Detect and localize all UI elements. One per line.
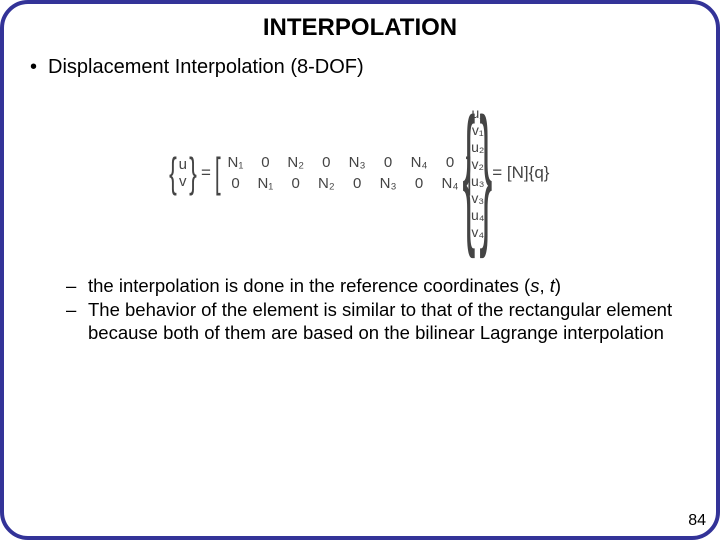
dash-icon: – — [66, 299, 88, 344]
main-bullet: •Displacement Interpolation (8-DOF) — [30, 56, 716, 79]
sub-bullet-1: – the interpolation is done in the refer… — [66, 275, 716, 298]
lhs-u: u — [179, 156, 187, 173]
sub1-post: ) — [555, 275, 561, 296]
equals-sign: = — [201, 163, 211, 183]
sub2-text: The behavior of the element is similar t… — [88, 299, 678, 344]
equation-block: { u v } = [ N₁ 0 N₂ 0 N₃ 0 N₄ 0 — [4, 97, 716, 249]
shape-function-matrix: N₁ 0 N₂ 0 N₃ 0 N₄ 0 0 N₁ 0 N₂ 0 N₃ 0 — [221, 152, 466, 194]
rhs-compact: = [N]{q} — [492, 163, 549, 183]
q-brace-open: { — [463, 97, 476, 249]
slide-title: INTERPOLATION — [4, 14, 716, 42]
bullet-dot: • — [30, 56, 48, 79]
main-bullet-text: Displacement Interpolation (8-DOF) — [48, 56, 364, 78]
sub1-pre: the interpolation is done in the referen… — [88, 275, 530, 296]
brace-open: { — [169, 152, 177, 194]
sub1-mid: , — [539, 275, 549, 296]
brace-close: } — [189, 152, 197, 194]
lhs-v: v — [179, 173, 187, 190]
q-brace-close: } — [480, 97, 493, 249]
sub-bullet-list: – the interpolation is done in the refer… — [66, 275, 716, 345]
dash-icon: – — [66, 275, 88, 298]
slide-frame: INTERPOLATION •Displacement Interpolatio… — [0, 0, 720, 540]
bracket-open: [ — [215, 152, 221, 194]
sub-bullet-2: – The behavior of the element is similar… — [66, 299, 716, 344]
page-number: 84 — [688, 512, 706, 530]
lhs-vector: u v — [177, 156, 189, 191]
